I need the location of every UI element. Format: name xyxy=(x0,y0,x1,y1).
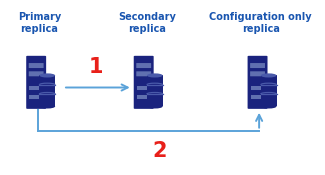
Bar xyxy=(251,95,264,99)
Text: Primary
replica: Primary replica xyxy=(18,12,61,34)
Bar xyxy=(29,95,43,99)
Text: Configuration only
replica: Configuration only replica xyxy=(209,12,312,34)
Ellipse shape xyxy=(39,104,55,108)
Ellipse shape xyxy=(147,73,163,78)
FancyBboxPatch shape xyxy=(248,56,267,109)
FancyBboxPatch shape xyxy=(134,56,154,109)
FancyBboxPatch shape xyxy=(29,63,44,68)
Bar xyxy=(39,75,55,106)
Bar xyxy=(137,95,150,99)
FancyBboxPatch shape xyxy=(29,71,44,76)
Ellipse shape xyxy=(261,104,277,108)
Bar xyxy=(261,75,277,106)
Text: 2: 2 xyxy=(152,141,167,161)
FancyBboxPatch shape xyxy=(136,63,151,68)
Bar xyxy=(137,86,150,90)
Ellipse shape xyxy=(39,73,55,78)
Bar xyxy=(147,75,163,106)
Text: 1: 1 xyxy=(89,57,104,77)
Text: Secondary
replica: Secondary replica xyxy=(118,12,176,34)
Bar xyxy=(251,86,264,90)
Ellipse shape xyxy=(261,73,277,78)
FancyBboxPatch shape xyxy=(136,71,151,76)
Ellipse shape xyxy=(147,104,163,108)
FancyBboxPatch shape xyxy=(250,71,265,76)
FancyBboxPatch shape xyxy=(26,56,46,109)
FancyBboxPatch shape xyxy=(250,63,265,68)
Bar xyxy=(29,86,43,90)
